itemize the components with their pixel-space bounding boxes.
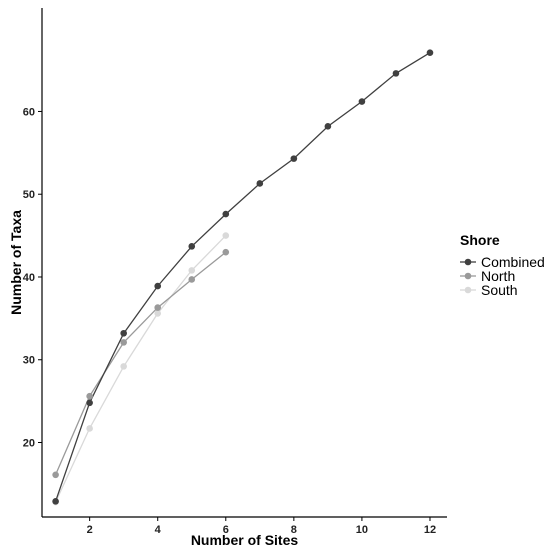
x-tick-label: 2 — [87, 524, 93, 536]
data-point-north — [154, 304, 162, 311]
x-tick-label: 4 — [155, 524, 162, 536]
data-point-south — [222, 232, 230, 239]
legend-key-point-south — [464, 286, 472, 294]
y-axis-title: Number of Taxa — [8, 210, 24, 315]
legend-key-point-north — [464, 272, 472, 280]
axes: 2 4 6 8 10 12 20 30 40 50 60 — [23, 8, 447, 536]
data-point-north — [86, 392, 93, 400]
y-tick-label: 40 — [23, 272, 35, 284]
data-point-combined — [358, 98, 366, 105]
y-tick-label: 50 — [23, 189, 35, 201]
y-tick-label: 60 — [23, 106, 35, 118]
data-point-south — [188, 267, 196, 274]
data-point-combined — [188, 243, 196, 250]
data-point-combined — [52, 497, 59, 505]
data-point-combined — [154, 282, 162, 290]
legend-title: Shore — [460, 232, 500, 248]
series-line-south — [55, 235, 227, 503]
legend-key-point-combined — [464, 258, 472, 266]
data-point-combined — [392, 70, 400, 77]
series-line-north — [55, 251, 227, 476]
x-tick-label: 12 — [424, 524, 436, 536]
data-point-combined — [324, 123, 332, 130]
plot-area — [52, 49, 434, 506]
x-tick-label: 8 — [291, 524, 297, 536]
data-point-combined — [256, 180, 264, 187]
legend-label-combined: Combined — [481, 254, 545, 270]
data-point-combined — [86, 399, 93, 407]
data-point-combined — [426, 49, 434, 56]
data-point-north — [188, 276, 196, 283]
data-point-south — [86, 425, 93, 432]
data-point-north — [120, 339, 127, 346]
x-tick-label: 6 — [223, 524, 229, 536]
data-point-combined — [290, 155, 298, 162]
data-point-combined — [120, 329, 127, 337]
data-point-combined — [222, 210, 230, 218]
y-tick-label: 20 — [23, 438, 35, 450]
y-tick-label: 30 — [23, 355, 35, 367]
data-point-south — [120, 363, 127, 370]
series-line-combined — [54, 52, 431, 502]
x-tick-label: 10 — [356, 524, 368, 536]
data-point-north — [222, 248, 230, 256]
x-axis-title: Number of Sites — [191, 532, 299, 548]
legend-label-south: South — [481, 282, 518, 298]
data-point-north — [52, 471, 59, 479]
data-point-south — [154, 310, 162, 317]
legend-label-north: North — [481, 268, 515, 284]
